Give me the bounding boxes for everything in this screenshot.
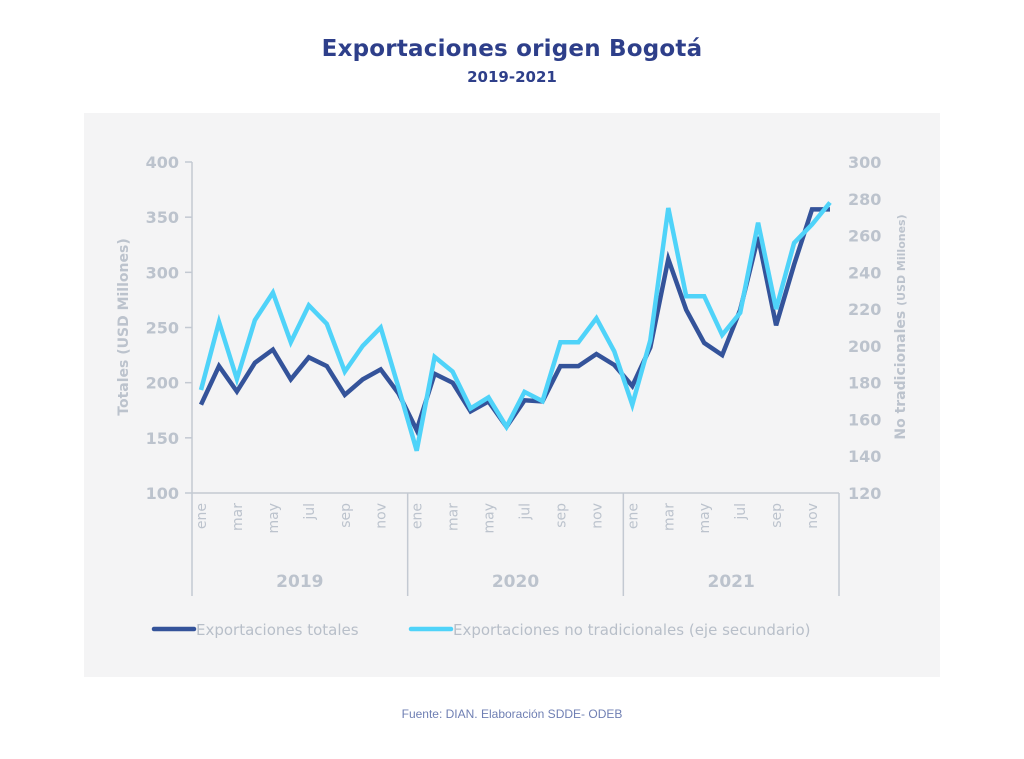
month-label: jul xyxy=(733,503,749,521)
month-label: sep xyxy=(769,503,785,528)
y2-tick-label: 260 xyxy=(848,227,881,246)
chart-panel xyxy=(84,113,940,677)
y-axis-title: Totales (USD Millones) xyxy=(116,238,132,415)
month-label: mar xyxy=(446,503,462,531)
month-label: mar xyxy=(661,503,677,531)
month-label: may xyxy=(482,503,498,534)
y-tick-label: 150 xyxy=(146,429,179,448)
legend: Exportaciones totales Exportaciones no tr… xyxy=(151,621,810,639)
year-label: 2021 xyxy=(708,572,755,592)
month-label: may xyxy=(266,503,282,534)
y2-tick-label: 300 xyxy=(848,153,881,172)
axes: 100 150 200 250 300 350 400 120 140 160 180 200 220 2… xyxy=(116,153,909,596)
y2-tick-label: 280 xyxy=(848,190,881,209)
chart-subtitle: 2019-2021 xyxy=(467,68,557,86)
y-tick-label: 200 xyxy=(146,374,179,393)
year-label: 2020 xyxy=(492,572,539,592)
y2-tick-label: 120 xyxy=(848,484,881,503)
month-label: jul xyxy=(302,503,318,521)
source-note: Fuente: DIAN. Elaboración SDDE- ODEB xyxy=(401,707,623,721)
y2-tick-label: 160 xyxy=(848,410,881,429)
month-label: ene xyxy=(625,503,641,529)
y2-tick-label: 220 xyxy=(848,300,881,319)
y-tick-label: 250 xyxy=(146,319,179,338)
month-label: jul xyxy=(517,503,533,521)
legend-label: Exportaciones totales xyxy=(196,621,359,639)
legend-label: Exportaciones no tradicionales (eje secu… xyxy=(453,621,810,639)
series-lines xyxy=(198,201,832,452)
series-line-no-tradicionales xyxy=(198,201,832,452)
month-label: nov xyxy=(805,503,821,529)
month-label: nov xyxy=(374,503,390,529)
y2-axis-title: No tradicionales (USD Millones) xyxy=(893,214,909,439)
y2-tick-label: 200 xyxy=(848,337,881,356)
chart-title: Exportaciones origen Bogotá xyxy=(321,36,703,62)
y2-tick-label: 180 xyxy=(848,374,881,393)
month-label: ene xyxy=(410,503,426,529)
year-label: 2019 xyxy=(276,572,323,592)
y2-tick-label: 140 xyxy=(848,447,881,466)
month-label: mar xyxy=(230,503,246,531)
month-label: sep xyxy=(553,503,569,528)
y-tick-label: 400 xyxy=(146,153,179,172)
month-label: nov xyxy=(589,503,605,529)
y2-tick-label: 240 xyxy=(848,263,881,282)
month-label: ene xyxy=(194,503,210,529)
y-tick-label: 300 xyxy=(146,263,179,282)
y-tick-label: 350 xyxy=(146,208,179,227)
month-label: may xyxy=(697,503,713,534)
month-label: sep xyxy=(338,503,354,528)
y-tick-label: 100 xyxy=(146,484,179,503)
